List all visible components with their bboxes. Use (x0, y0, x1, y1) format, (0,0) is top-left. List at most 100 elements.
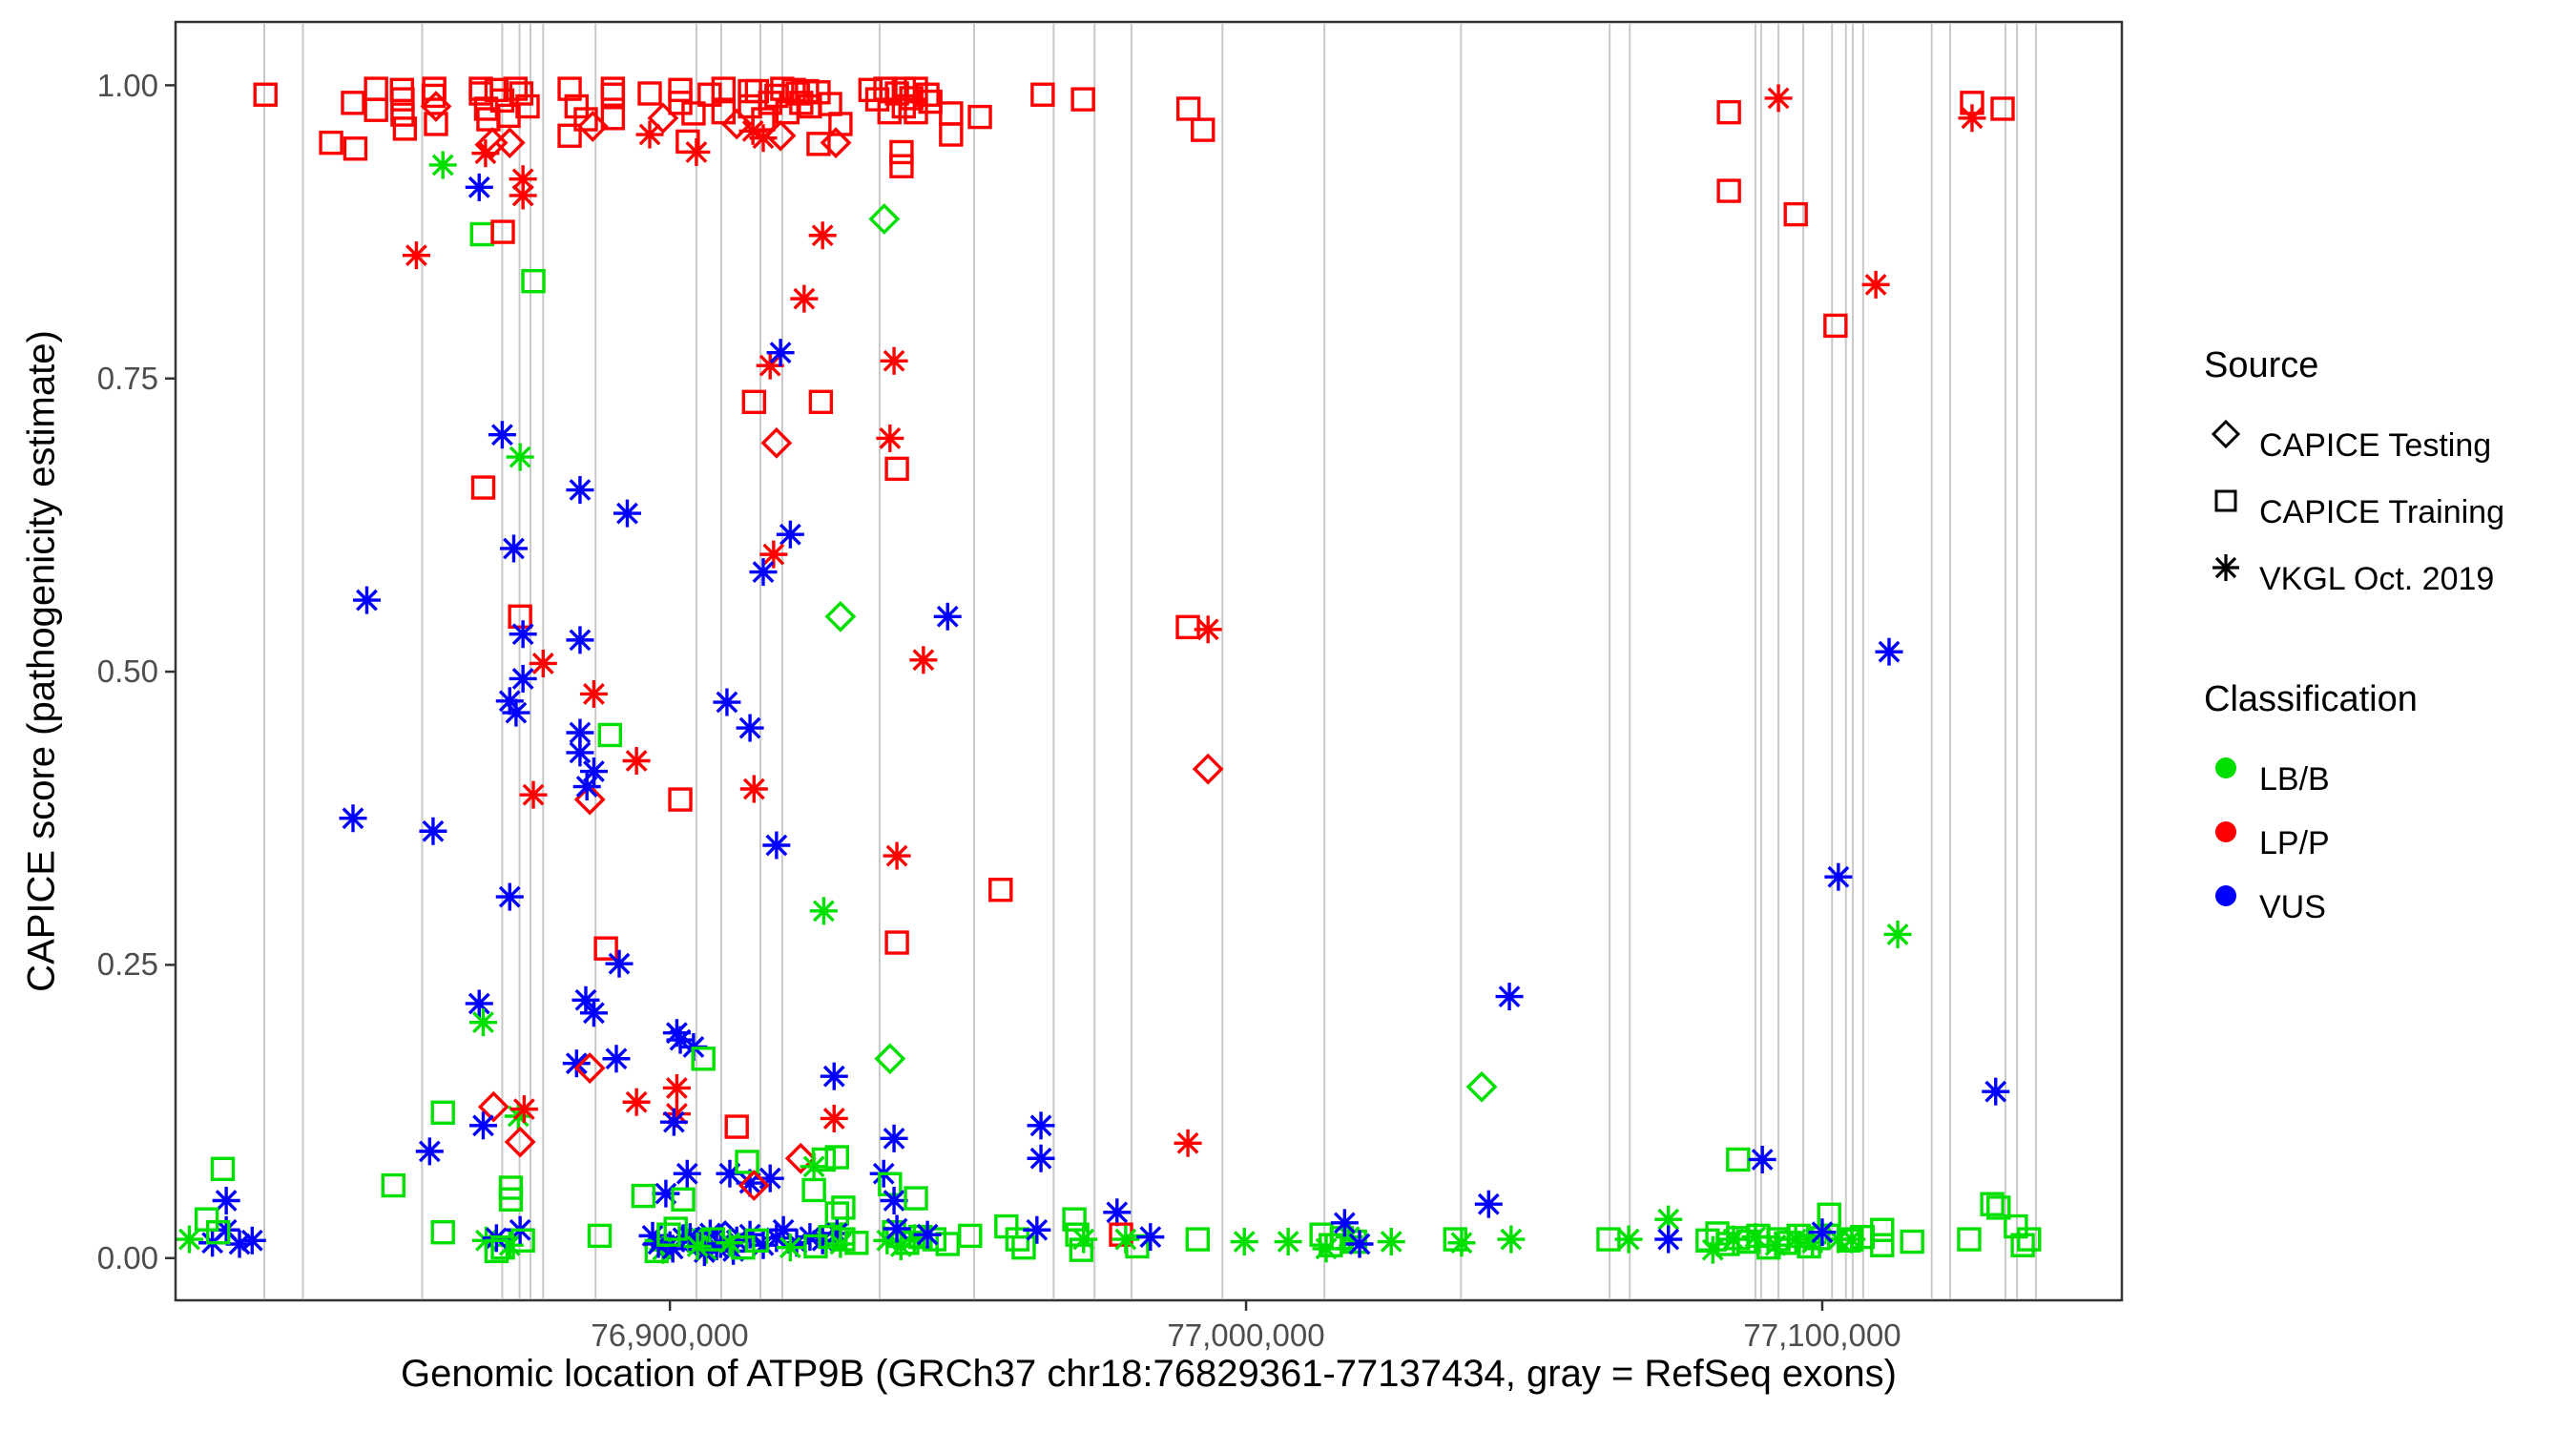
data-point-square (430, 1219, 455, 1245)
data-point-asterisk (1719, 1225, 1748, 1254)
legend-item-label: CAPICE Testing (2259, 426, 2492, 464)
data-point-square (1783, 201, 1808, 227)
data-point-asterisk (790, 284, 819, 313)
data-point-asterisk (883, 1214, 911, 1243)
data-point-square (1900, 1229, 1924, 1255)
data-point-diamond (720, 108, 753, 140)
data-point-square (884, 456, 909, 482)
data-point-asterisk (1312, 1234, 1340, 1263)
data-point-square (364, 76, 388, 101)
data-point-asterisk (759, 540, 788, 569)
data-point-square (915, 82, 940, 107)
data-point-square (831, 1227, 856, 1252)
data-point-asterisk (471, 139, 500, 168)
data-point-asterisk (509, 620, 537, 649)
data-point-asterisk (468, 1111, 497, 1140)
data-point-square (1191, 117, 1215, 142)
legend-item-lbb: LB/B (2204, 746, 2330, 813)
data-point-asterisk (662, 1073, 691, 1102)
data-point-square (490, 219, 515, 244)
asterisk-icon (2204, 554, 2248, 601)
data-point-asterisk (880, 346, 908, 375)
legend-item-lpp: LP/P (2204, 810, 2330, 877)
data-point-asterisk (635, 120, 664, 149)
data-point-square (469, 221, 494, 247)
data-point-asterisk (1654, 1225, 1683, 1254)
data-point-asterisk (566, 718, 594, 747)
data-point-square (735, 1150, 759, 1174)
data-point-square (1870, 1233, 1895, 1257)
data-point-square (668, 77, 693, 103)
legend-item-label: VUS (2259, 888, 2326, 925)
data-point-square (521, 268, 546, 294)
data-point-asterisk (339, 804, 367, 833)
data-point-asterisk (562, 1049, 591, 1078)
data-point-asterisk (1377, 1228, 1405, 1256)
data-point-asterisk (428, 151, 457, 179)
legend-item-capice-testing: CAPICE Testing (2204, 412, 2491, 479)
data-point-square (421, 83, 447, 109)
data-point-square (831, 1195, 856, 1220)
data-point-asterisk (1875, 637, 1903, 666)
data-point-square (711, 76, 737, 101)
data-point-asterisk (465, 989, 493, 1018)
legend-item-label: CAPICE Training (2259, 493, 2504, 530)
data-point-asterisk (1474, 1190, 1503, 1218)
data-point-asterisk (622, 746, 651, 775)
data-point-square (1175, 614, 1200, 640)
x-axis-title: Genomic location of ATP9B (GRCh37 chr18:… (401, 1353, 1897, 1395)
data-point-asterisk (572, 773, 601, 801)
legend-item-capice-training: CAPICE Training (2204, 479, 2504, 546)
data-point-asterisk (509, 1095, 538, 1124)
data-point-diamond (504, 1126, 536, 1158)
legend-item-label: LB/B (2259, 760, 2330, 798)
data-point-square (498, 1187, 524, 1212)
y-tick-label-0.75: 0.75 (96, 361, 158, 396)
data-point-square (1011, 1234, 1036, 1260)
data-point-square (1990, 96, 2015, 121)
data-point-square (668, 787, 693, 812)
data-point-square (806, 132, 831, 156)
vus-dot-icon (2204, 885, 2248, 929)
data-point-asterisk (659, 1108, 688, 1136)
data-point-square (1716, 178, 1741, 203)
legend-source-title: Source (2204, 345, 2319, 385)
data-point-square (210, 1156, 236, 1182)
data-point-square (904, 1186, 928, 1211)
data-point-diamond (1192, 753, 1224, 785)
data-point-square (597, 722, 623, 748)
data-point-square (828, 112, 853, 136)
data-point-asterisk (1824, 862, 1853, 891)
data-point-square (1185, 1227, 1211, 1252)
data-point-diamond (874, 1043, 906, 1075)
data-point-asterisk (566, 738, 594, 767)
data-point-asterisk (1761, 1231, 1790, 1259)
data-point-square (392, 116, 418, 141)
data-point-square (1175, 96, 1201, 121)
data-point-asterisk (1194, 615, 1222, 644)
data-point-asterisk (1136, 1223, 1165, 1252)
y-tick-label-1.00: 1.00 (96, 68, 158, 103)
data-point-asterisk (579, 999, 608, 1027)
data-point-asterisk (876, 424, 904, 452)
data-point-square (341, 91, 365, 115)
x-tick-label-77000000: 77,000,000 (1167, 1317, 1325, 1353)
data-point-asterisk (465, 173, 493, 201)
data-point-asterisk (519, 780, 548, 809)
data-point-square (781, 77, 806, 103)
data-point-square (663, 1216, 688, 1241)
data-point-diamond (1465, 1070, 1498, 1103)
data-point-asterisk (933, 602, 962, 631)
data-point-asterisk (509, 664, 537, 693)
data-point-square (631, 1183, 656, 1209)
data-point-asterisk (238, 1226, 266, 1255)
data-point-square (390, 102, 415, 127)
data-point-diamond (573, 1052, 606, 1084)
data-point-asterisk (776, 520, 804, 549)
square-icon (2204, 489, 2248, 534)
legend-item-label: LP/P (2259, 824, 2330, 861)
data-point-asterisk (1698, 1235, 1727, 1264)
data-point-asterisk (820, 1062, 848, 1090)
